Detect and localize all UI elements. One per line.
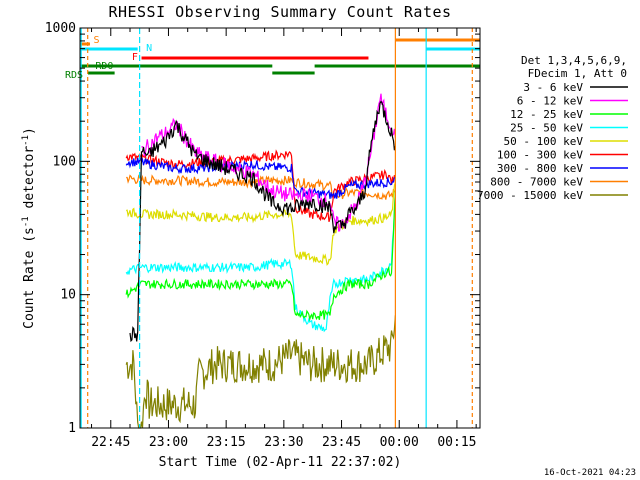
tick-marks	[80, 27, 480, 429]
flag-label: F	[132, 52, 138, 63]
legend-label: 6 - 12 keV	[517, 95, 584, 108]
x-tick-label: 22:45	[91, 435, 130, 450]
x-tick-label: 23:30	[264, 435, 303, 450]
legend-label: 25 - 50 keV	[510, 122, 583, 135]
data-layer	[125, 93, 396, 429]
y-axis: 1 10 100 1000	[45, 21, 76, 436]
legend-header-1: Det 1,3,4,5,6,9,	[521, 54, 627, 67]
x-tick-label: 23:15	[207, 435, 246, 450]
y-tick-label: 10	[60, 288, 76, 303]
x-tick-label: 23:45	[322, 435, 361, 450]
series-line	[129, 100, 396, 343]
flag-label: RDS	[65, 70, 83, 81]
y-tick-label: 1	[68, 421, 76, 436]
y-tick-label: 1000	[45, 21, 76, 36]
plot-frame	[79, 27, 481, 429]
x-tick-label: 23:00	[149, 435, 188, 450]
flag-label: N	[146, 43, 152, 54]
flag-label: S	[93, 35, 99, 46]
y-axis-label: Count Rate (s-1 detector-1)	[21, 127, 37, 329]
x-tick-label: 00:15	[437, 435, 476, 450]
legend-label: 800 - 7000 keV	[490, 176, 583, 189]
series-line	[125, 157, 396, 199]
legend: Det 1,3,4,5,6,9, FDecim 1, Att 0 3 - 6 k…	[477, 54, 628, 202]
legend-label: 12 - 25 keV	[510, 108, 583, 121]
legend-label: 3 - 6 keV	[523, 81, 583, 94]
series-line	[125, 190, 396, 333]
legend-label: 100 - 300 keV	[497, 149, 583, 162]
series-line	[126, 174, 396, 201]
series-line	[125, 149, 396, 222]
flag-layer: S NF RD0 RDS	[65, 28, 480, 428]
series-line	[125, 181, 396, 266]
footer-date: 16-Oct-2021 04:23	[544, 468, 636, 478]
series-line	[125, 190, 396, 322]
legend-label: 50 - 100 keV	[504, 135, 584, 148]
legend-header-2: FDecim 1, Att 0	[528, 67, 627, 80]
flag-label: RD0	[95, 61, 113, 72]
legend-label: 300 - 800 keV	[497, 162, 583, 175]
x-tick-label: 00:00	[380, 435, 419, 450]
y-tick-label: 100	[53, 154, 76, 169]
series-line	[125, 315, 396, 429]
x-axis-label: Start Time (02-Apr-11 22:37:02)	[159, 455, 402, 470]
legend-label: 7000 - 15000 keV	[477, 189, 583, 202]
chart-title: RHESSI Observing Summary Count Rates	[108, 3, 451, 21]
x-axis: 22:45 23:00 23:15 23:30 23:45 00:00 00:1…	[91, 435, 476, 450]
